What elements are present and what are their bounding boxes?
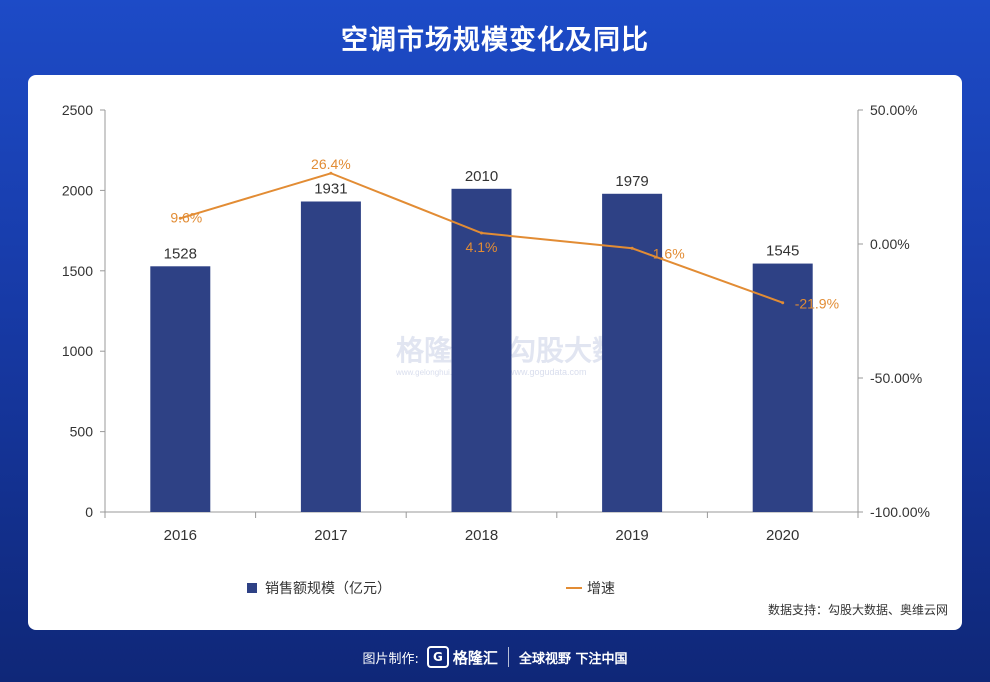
growth-value-label: 4.1% (466, 239, 498, 255)
growth-value-label: 9.6% (170, 209, 202, 225)
growth-value-label: 26.4% (311, 156, 351, 172)
x-axis-tick-label: 2020 (766, 527, 799, 544)
bar-value-label: 1979 (615, 173, 648, 190)
data-source-note: 数据支持：勾股大数据、奥维云网 (767, 603, 948, 617)
x-axis-tick-label: 2018 (465, 527, 498, 544)
bar-value-label: 2010 (465, 168, 498, 185)
footer-logo: G 格隆汇 (426, 646, 498, 668)
right-axis-tick-label: 0.00% (870, 236, 910, 252)
page-title: 空调市场规模变化及同比 (341, 25, 649, 56)
x-axis-tick-label: 2019 (615, 527, 648, 544)
left-axis-tick-label: 1500 (62, 263, 93, 279)
legend-swatch-bar (247, 583, 257, 593)
growth-point-2017 (329, 171, 333, 175)
right-axis-tick-label: -50.00% (870, 370, 922, 386)
left-axis-tick-label: 2500 (62, 102, 93, 118)
watermark-url-1: www.gelonghui.com (395, 368, 467, 377)
bar-2017 (300, 201, 361, 512)
growth-point-2019 (630, 246, 634, 250)
growth-point-2016 (178, 216, 182, 220)
footer-divider (507, 647, 509, 667)
left-axis-tick-label: 2000 (62, 182, 93, 198)
made-by-label: 图片制作: (362, 651, 419, 667)
legend-label-bar: 销售额规模（亿元） (265, 580, 391, 596)
growth-point-2020 (781, 301, 785, 305)
legend-label-line: 增速 (587, 580, 615, 596)
bar-2019 (602, 193, 663, 512)
logo-g-icon: G (426, 646, 449, 668)
growth-value-label: -1.6% (648, 245, 685, 261)
left-axis-tick-label: 500 (70, 424, 94, 440)
right-axis-tick-label: 50.00% (870, 102, 917, 118)
bar-2018 (451, 188, 512, 512)
left-axis-tick-label: 0 (85, 504, 93, 520)
watermark-url-2: www.gogudata.com (507, 367, 587, 377)
growth-point-2018 (480, 231, 483, 235)
left-axis-tick-label: 1000 (62, 343, 93, 359)
footer-logo-text: 格隆汇 (452, 648, 498, 667)
x-axis-tick-label: 2016 (164, 527, 197, 544)
growth-value-label: -21.9% (795, 296, 839, 312)
bar-value-label: 1528 (164, 245, 197, 262)
footer: 图片制作: G 格隆汇 全球视野 下注中国 (0, 644, 990, 670)
bar-2020 (752, 263, 813, 512)
bar-value-label: 1931 (314, 180, 347, 197)
bar-value-label: 1545 (766, 243, 799, 260)
footer-slogan: 全球视野 下注中国 (518, 651, 628, 667)
x-axis-tick-label: 2017 (314, 527, 347, 544)
bar-2016 (150, 266, 211, 512)
chart-card: 格隆汇 勾股大数据 www.gelonghui.com www.gogudata.co… (28, 75, 962, 630)
right-axis-tick-label: -100.00% (870, 504, 930, 520)
